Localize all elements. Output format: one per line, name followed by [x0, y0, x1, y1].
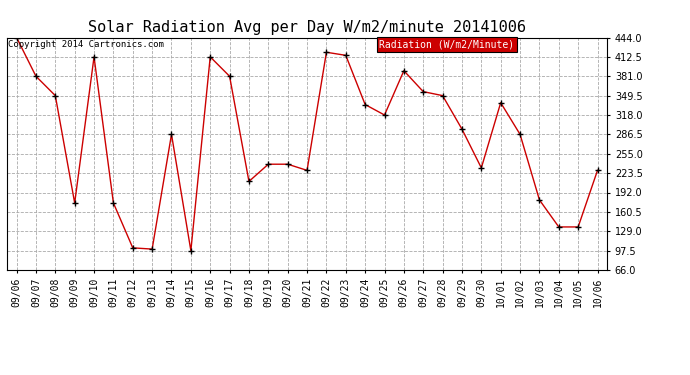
Title: Solar Radiation Avg per Day W/m2/minute 20141006: Solar Radiation Avg per Day W/m2/minute … [88, 20, 526, 35]
Text: Radiation (W/m2/Minute): Radiation (W/m2/Minute) [379, 40, 514, 50]
Text: Copyright 2014 Cartronics.com: Copyright 2014 Cartronics.com [8, 40, 164, 49]
